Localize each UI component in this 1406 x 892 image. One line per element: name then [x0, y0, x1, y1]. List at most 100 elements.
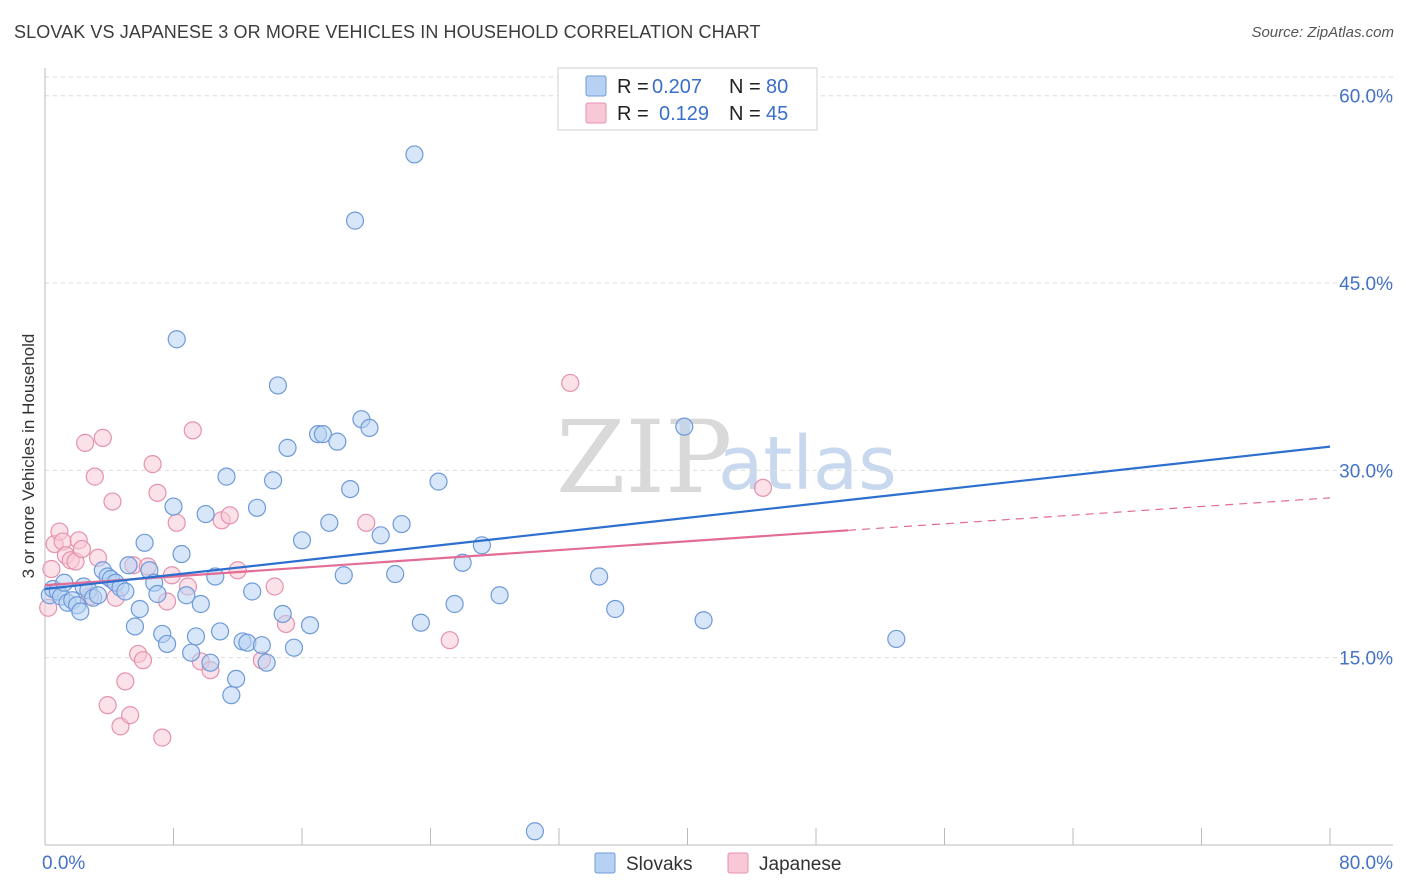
japanese-data-point	[753, 478, 773, 497]
slovaks-data-point	[71, 602, 90, 621]
slovaks-data-point	[191, 594, 210, 614]
slovaks-legend-swatch	[585, 75, 607, 97]
japanese-r-value: 0.129	[659, 103, 709, 125]
japanese-data-point	[103, 492, 122, 511]
x-axis-tick-marks	[44, 828, 1331, 845]
slovaks-data-point	[243, 582, 262, 601]
slovaks-data-point	[453, 553, 472, 572]
slovaks-data-point	[360, 418, 379, 438]
japanese-data-point	[133, 651, 153, 670]
slovaks-data-point	[606, 599, 625, 619]
slovaks-data-point	[345, 211, 365, 230]
series-legend: Slovaks Japanese	[594, 852, 841, 875]
japanese-data-point	[265, 577, 284, 596]
slovaks-n-value: 80	[766, 76, 788, 98]
slovaks-data-point	[694, 611, 713, 630]
japanese-data-point	[220, 506, 239, 525]
chart-title: SLOVAK VS JAPANESE 3 OR MORE VEHICLES IN…	[14, 22, 761, 42]
slovaks-data-point	[411, 613, 430, 632]
japanese-bottom-swatch	[727, 852, 749, 874]
y-tick-label-45: 45.0%	[1339, 274, 1393, 295]
slovaks-data-point	[148, 584, 167, 604]
slovaks-data-point	[445, 594, 464, 614]
japanese-data-point	[228, 561, 247, 580]
japanese-legend-swatch	[585, 102, 607, 124]
japanese-data-point	[183, 421, 202, 440]
slovaks-data-point	[247, 498, 267, 517]
slovaks-bottom-label: Slovaks	[626, 854, 693, 875]
slovaks-data-point	[186, 627, 206, 646]
slovaks-data-point	[334, 566, 353, 585]
slovaks-data-point	[263, 471, 283, 490]
slovaks-data-point	[328, 432, 347, 451]
slovaks-r-label: R =	[617, 76, 649, 98]
japanese-data-point	[98, 696, 117, 715]
slovaks-n-label: N =	[729, 76, 761, 98]
slovaks-data-point	[525, 822, 545, 841]
y-axis-title: 3 or more Vehicles in Household	[19, 334, 38, 579]
japanese-data-point	[143, 455, 162, 474]
trend-lines	[44, 445, 1331, 591]
stats-legend: R = 0.207 N = 80 R = 0.129 N = 45	[557, 67, 818, 131]
japanese-data-point	[85, 467, 104, 486]
slovaks-data-point	[429, 472, 448, 491]
japanese-data-point	[76, 433, 95, 452]
y-axis-tick-labels: 15.0% 30.0% 45.0% 60.0%	[1339, 87, 1393, 670]
slovaks-data-point	[177, 586, 196, 605]
slovaks-data-point	[201, 653, 220, 672]
slovaks-data-point	[284, 638, 304, 657]
japanese-data-point	[42, 559, 61, 579]
slovaks-data-point	[119, 556, 138, 575]
japanese-data-point	[357, 513, 376, 532]
slovaks-data-point	[278, 438, 297, 457]
watermark-atlas: atlas	[718, 421, 897, 507]
slovaks-data-point	[196, 504, 215, 524]
slovaks-data-point	[590, 567, 609, 586]
slovaks-data-point	[130, 599, 149, 619]
slovaks-data-point	[210, 622, 230, 641]
japanese-trend-line	[44, 529, 849, 587]
japanese-data-point	[116, 672, 135, 691]
japanese-n-label: N =	[729, 103, 761, 125]
slovaks-trend-line	[44, 445, 1331, 591]
slovaks-data-point	[292, 531, 312, 550]
slovaks-data-point	[300, 616, 320, 635]
slovaks-data-point	[313, 425, 332, 444]
slovaks-data-point	[135, 533, 154, 552]
slovaks-data-point	[273, 604, 292, 624]
slovaks-data-point	[341, 479, 360, 499]
japanese-r-label: R =	[617, 103, 649, 125]
japanese-data-point	[153, 728, 172, 747]
japanese-data-point	[148, 483, 167, 502]
slovaks-data-point	[490, 586, 509, 605]
slovaks-data-point	[172, 544, 191, 564]
japanese-bottom-label: Japanese	[759, 854, 841, 875]
slovaks-data-point	[675, 417, 694, 436]
japanese-data-point	[93, 428, 112, 447]
slovaks-data-point	[222, 686, 241, 705]
y-tick-label-60: 60.0%	[1339, 87, 1393, 108]
slovaks-series-points	[40, 145, 906, 841]
japanese-data-point	[72, 539, 92, 559]
slovaks-data-point	[392, 514, 411, 534]
slovaks-data-point	[227, 669, 246, 689]
watermark-zip: ZIP	[556, 399, 732, 516]
slovaks-r-value: 0.207	[652, 76, 702, 98]
japanese-data-point	[561, 373, 580, 393]
japanese-data-point	[121, 706, 140, 725]
slovaks-data-point	[887, 629, 906, 649]
japanese-trend-extension	[848, 497, 1331, 531]
slovaks-data-point	[405, 145, 424, 164]
slovaks-data-point	[164, 497, 183, 516]
slovaks-data-point	[125, 617, 145, 636]
source-label: Source: ZipAtlas.com	[1251, 24, 1394, 41]
slovaks-bottom-swatch	[594, 852, 616, 874]
slovaks-data-point	[88, 586, 108, 605]
x-tick-label-max: 80.0%	[1339, 853, 1393, 874]
y-tick-label-15: 15.0%	[1339, 649, 1393, 670]
y-tick-label-30: 30.0%	[1339, 461, 1393, 482]
slovaks-data-point	[252, 636, 271, 655]
slovaks-data-point	[257, 653, 276, 672]
japanese-data-point	[440, 631, 459, 650]
